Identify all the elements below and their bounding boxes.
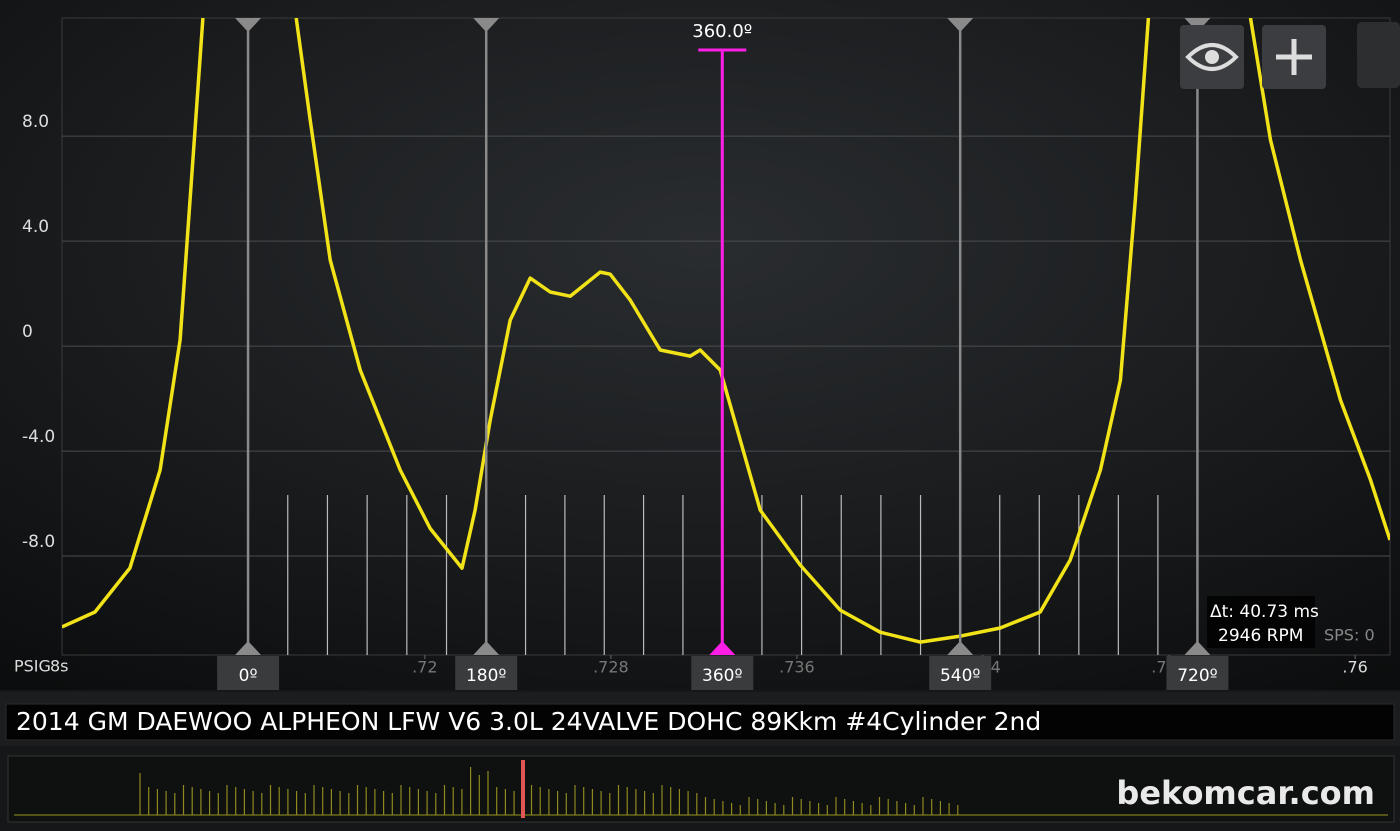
plus-icon[interactable] <box>1276 39 1312 75</box>
trace-layer <box>62 18 1390 644</box>
add-button[interactable] <box>1262 25 1326 89</box>
cursor-label[interactable]: 720º <box>1177 666 1217 686</box>
trace-line <box>62 18 1390 644</box>
cursor-handle[interactable] <box>709 641 736 655</box>
plot-panel <box>0 0 1400 690</box>
y-tick-label: 4.0 <box>22 217 49 237</box>
cursor-readout: 360.0º <box>692 21 752 42</box>
y-tick-label: 8.0 <box>22 112 49 132</box>
delta-t: Δt: 40.73 ms <box>1210 602 1319 622</box>
y-tick-label: -8.0 <box>22 532 55 552</box>
side-handle[interactable] <box>1357 22 1400 88</box>
y-unit: PSIG <box>14 657 51 676</box>
cursor-top[interactable] <box>947 18 974 32</box>
cursor-handle[interactable] <box>235 641 262 655</box>
x-tick-label: .76 <box>1342 658 1367 677</box>
cursor-label-box[interactable] <box>691 656 754 690</box>
sps: SPS: 0 <box>1324 626 1375 645</box>
watermark: bekomcar.com <box>1116 774 1375 812</box>
rpm: 2946 RPM <box>1218 626 1303 646</box>
cursor-label[interactable]: 540º <box>940 666 980 686</box>
overview-trace <box>14 767 1388 816</box>
cursor-handle[interactable] <box>1184 641 1211 655</box>
eye-button[interactable] <box>1180 25 1244 89</box>
header-title: 2014 GM DAEWOO ALPHEON LFW V6 3.0L 24VAL… <box>16 707 1041 736</box>
cursor-handle[interactable] <box>473 641 500 655</box>
overview <box>7 755 1395 823</box>
y-tick-label: -4.0 <box>22 427 55 447</box>
x-unit: 8s <box>50 657 69 676</box>
eye-icon[interactable] <box>1185 43 1239 71</box>
cursor-label[interactable]: 0º <box>239 666 258 686</box>
cursor-top[interactable] <box>473 18 500 32</box>
cursor-top[interactable] <box>235 18 262 32</box>
cursor-label[interactable]: 180º <box>466 666 506 686</box>
y-tick-label: 0 <box>22 322 33 342</box>
x-tick-label: .736 <box>779 658 815 677</box>
readout-box <box>1207 596 1315 648</box>
x-tick-label: .728 <box>593 658 629 677</box>
cursor-layer: 0º 180º 360º 360.0º 540º 720º <box>217 18 1229 690</box>
title-field <box>5 703 1395 741</box>
cursor-label[interactable]: 360º <box>702 666 742 686</box>
x-tick-label: .72 <box>412 658 437 677</box>
cursor-handle[interactable] <box>947 641 974 655</box>
cursor-label-box[interactable] <box>217 656 280 690</box>
sub-ticks <box>287 495 1159 655</box>
overview-position[interactable] <box>521 760 525 818</box>
cursor-label-box[interactable] <box>1166 656 1229 690</box>
cursor-label-box[interactable] <box>929 656 992 690</box>
cursor-label-box[interactable] <box>455 656 518 690</box>
eye-pupil[interactable] <box>1205 50 1219 64</box>
